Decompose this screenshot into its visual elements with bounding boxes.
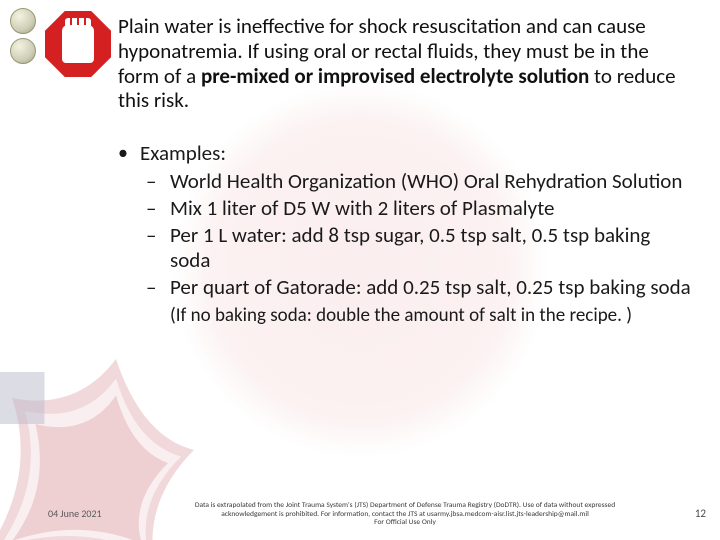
footer-disclaimer: Data is extrapolated from the Joint Trau… bbox=[150, 502, 660, 528]
stop-sign-icon bbox=[42, 8, 114, 80]
badge-icon bbox=[10, 38, 36, 64]
slide-root: Plain water is ineffective for shock res… bbox=[0, 0, 720, 540]
stop-sign-inner bbox=[45, 11, 111, 77]
list-item: Mix 1 liter of D5 W with 2 liters of Pla… bbox=[146, 196, 694, 221]
recipe-note: (If no baking soda: double the amount of… bbox=[170, 305, 694, 328]
list-item-text: Per 1 L water: add 8 tsp sugar, 0.5 tsp … bbox=[170, 222, 650, 273]
bullet-examples-label: Examples: bbox=[140, 140, 226, 166]
footer-page-number: 12 bbox=[695, 507, 706, 520]
stop-sign-outer bbox=[42, 8, 114, 80]
list-item-text: Mix 1 liter of D5 W with 2 liters of Pla… bbox=[170, 195, 555, 221]
list-item: World Health Organization (WHO) Oral Reh… bbox=[146, 169, 694, 194]
bullet-examples: Examples: bbox=[118, 141, 694, 167]
intro-bold: pre-mixed or improvised electrolyte solu… bbox=[201, 63, 589, 89]
disclaimer-official: For Official Use Only bbox=[374, 518, 436, 527]
intro-paragraph: Plain water is ineffective for shock res… bbox=[118, 14, 694, 113]
bullet-block: Examples: World Health Organization (WHO… bbox=[118, 141, 694, 327]
sidebar-badges bbox=[10, 8, 36, 64]
list-item: Per quart of Gatorade: add 0.25 tsp salt… bbox=[146, 275, 694, 300]
footer-date: 04 June 2021 bbox=[48, 507, 102, 520]
list-item-text: Per quart of Gatorade: add 0.25 tsp salt… bbox=[170, 274, 691, 300]
list-item-text: World Health Organization (WHO) Oral Reh… bbox=[170, 168, 682, 194]
list-item: Per 1 L water: add 8 tsp sugar, 0.5 tsp … bbox=[146, 223, 694, 273]
badge-icon bbox=[10, 8, 36, 34]
slide-content: Plain water is ineffective for shock res… bbox=[118, 14, 694, 327]
hand-icon bbox=[62, 25, 94, 63]
